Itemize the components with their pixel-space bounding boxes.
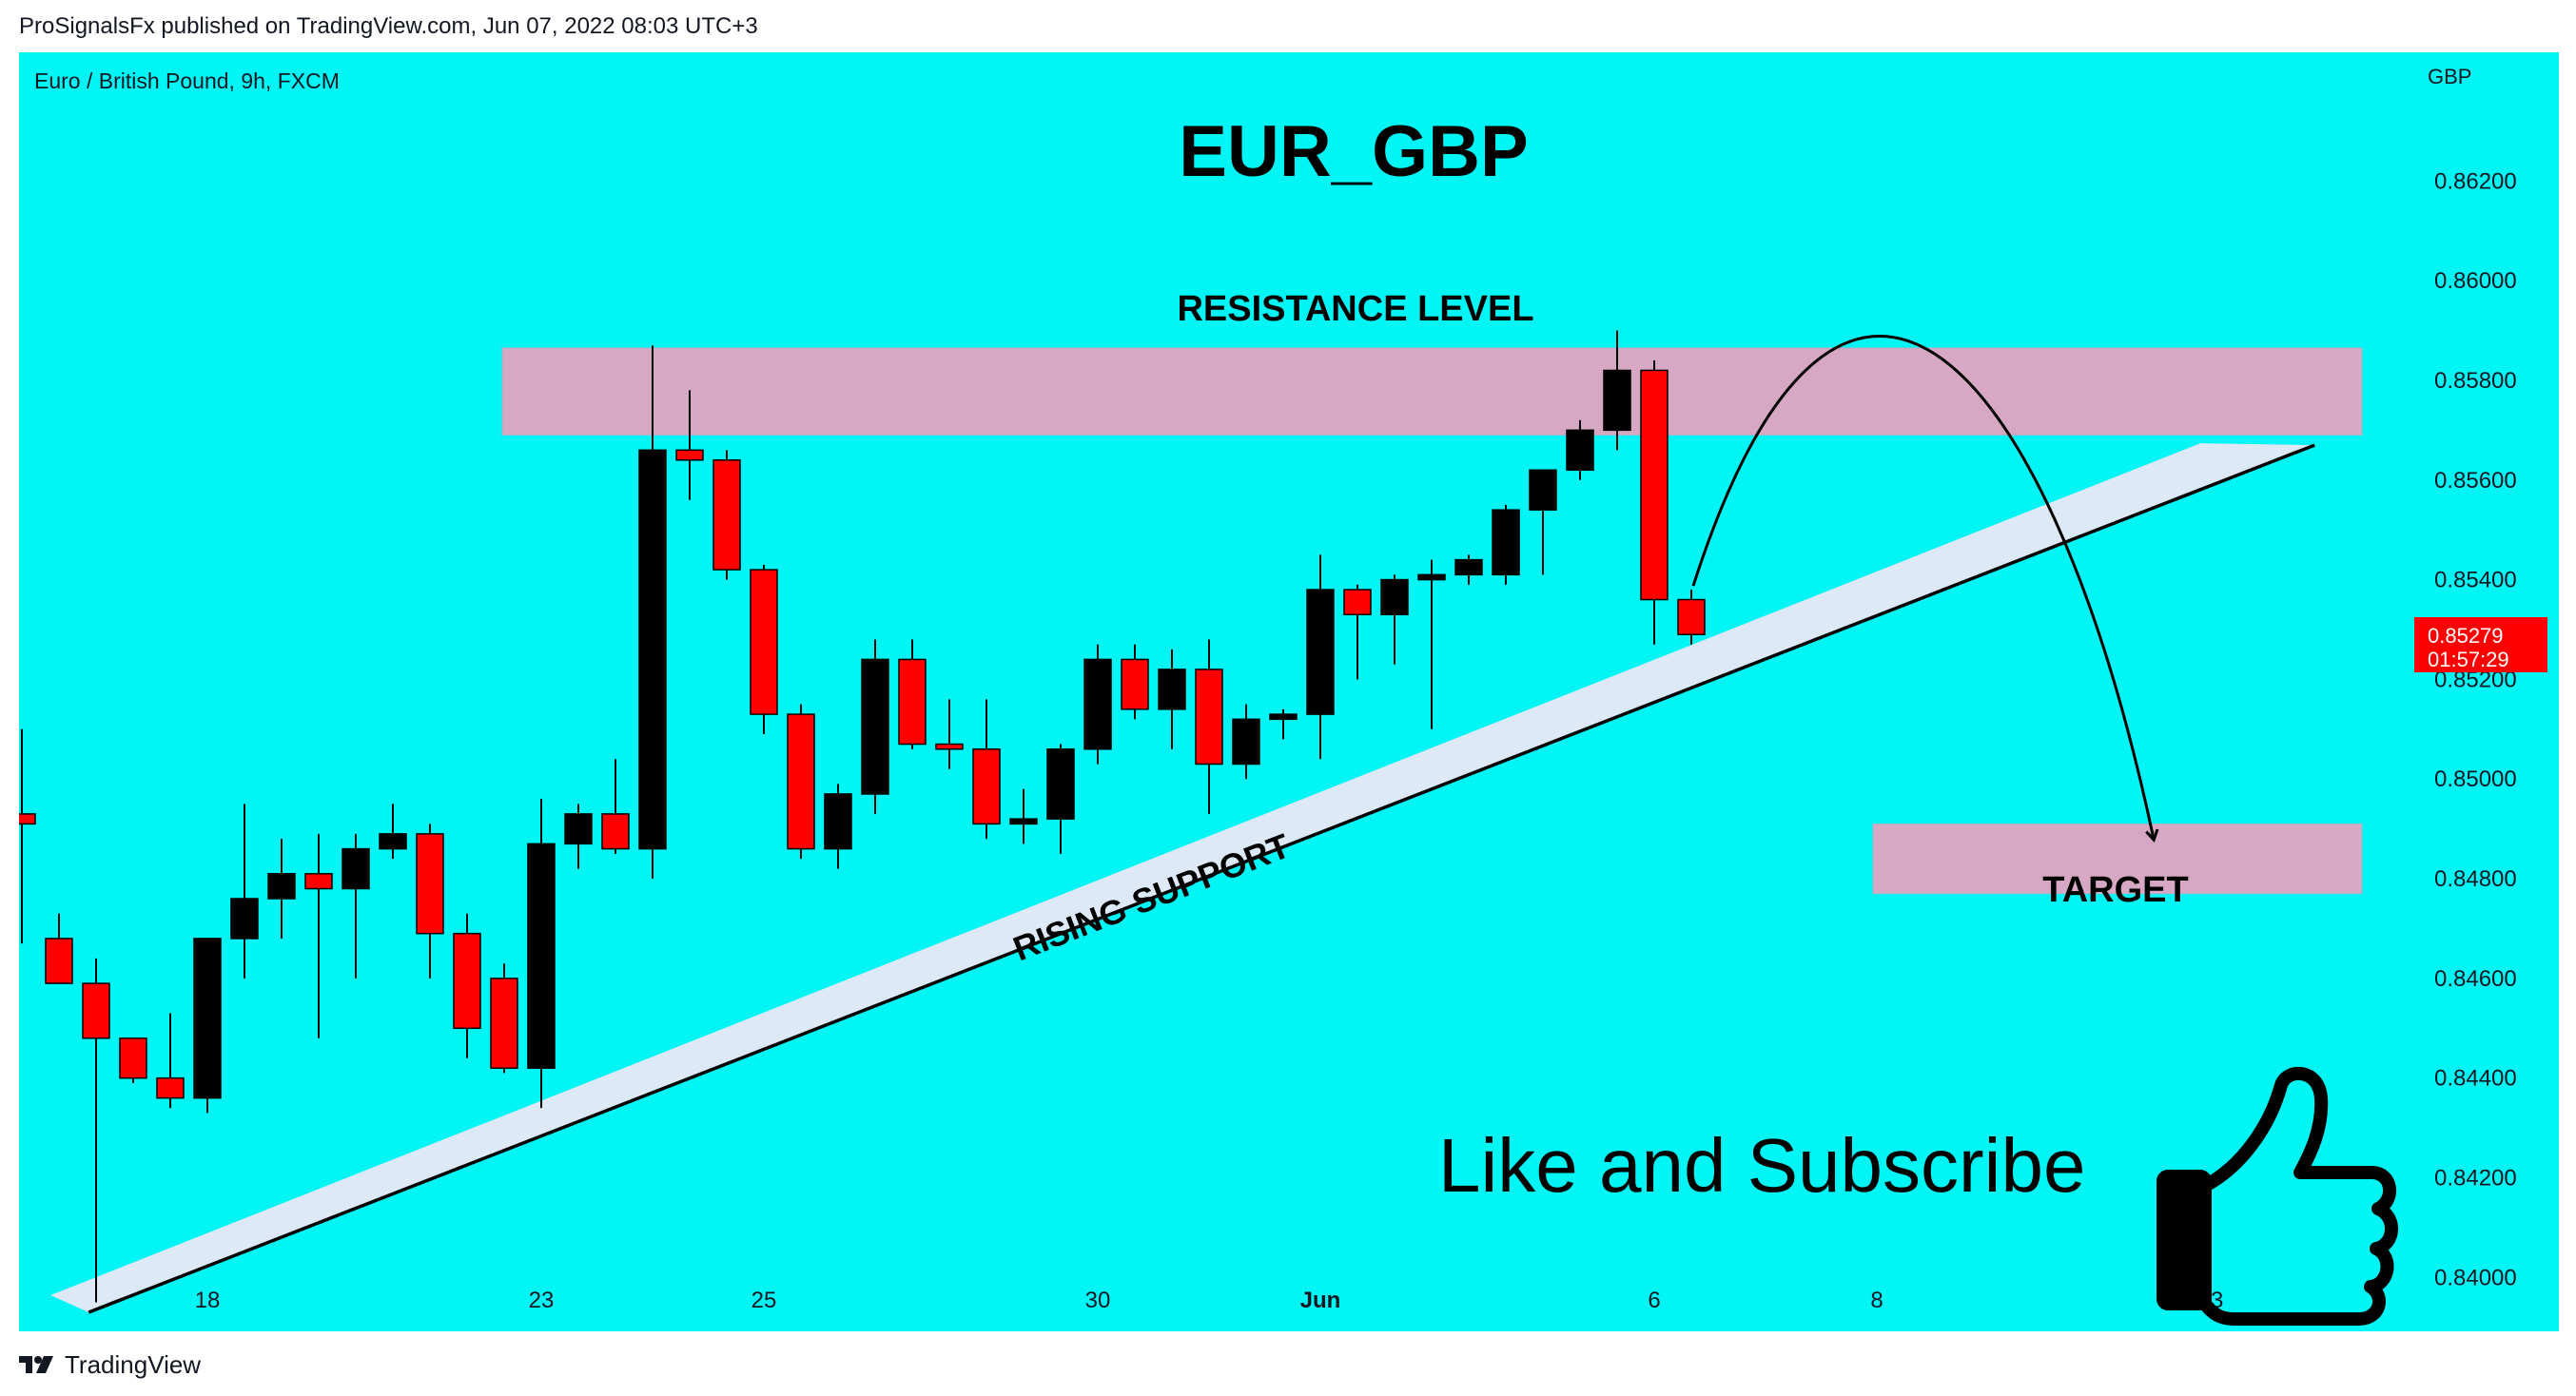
bearish-candle: [675, 449, 704, 461]
bearish-candle: [45, 938, 73, 984]
target-zone: [1872, 823, 2363, 895]
bearish-candle: [1121, 658, 1149, 710]
bearish-candle: [601, 813, 630, 850]
bearish-candle: [972, 748, 1001, 825]
bearish-candle: [156, 1076, 185, 1099]
bullish-candle: [1232, 718, 1260, 766]
time-tick-label: 23: [529, 1288, 555, 1313]
bullish-candle: [1009, 818, 1038, 825]
bearish-candle: [898, 658, 927, 746]
projection-arrow: [1691, 335, 2159, 843]
price-tick-label: 0.85000: [2434, 766, 2517, 792]
bearish-candle: [712, 459, 741, 571]
time-tick-label: 18: [195, 1288, 221, 1313]
bullish-candle: [230, 898, 259, 940]
time-tick-label: 8: [1870, 1288, 1883, 1313]
bar-countdown: 01:57:29: [2428, 648, 2509, 671]
bearish-candle: [787, 713, 815, 850]
bearish-candle: [416, 833, 444, 935]
bullish-candle: [1380, 578, 1409, 616]
bearish-candle: [19, 813, 36, 825]
bullish-candle: [342, 847, 370, 890]
candlestick-chart[interactable]: 0.84000 0.84200 0.84400 0.84600 0.84800 0.850…: [19, 52, 2559, 1331]
time-tick-label: Jun: [1300, 1288, 1341, 1313]
bullish-candle: [1083, 658, 1112, 750]
price-tick-label: 0.84600: [2434, 966, 2517, 992]
price-tick-label: 0.84000: [2434, 1265, 2517, 1290]
bearish-candle: [304, 873, 333, 890]
bullish-candle: [824, 793, 852, 850]
price-tick-label: 0.84800: [2434, 866, 2517, 892]
last-price-badge: 0.85279 01:57:29: [2414, 616, 2547, 672]
price-tick-label: 0.86000: [2434, 268, 2517, 294]
last-price-badge-bg: [2414, 616, 2547, 672]
bullish-candle: [1269, 713, 1298, 721]
price-tick-label: 0.85400: [2434, 568, 2517, 593]
time-tick-label: 25: [751, 1288, 777, 1313]
last-price-value: 0.85279: [2428, 624, 2504, 648]
bullish-candle: [1566, 429, 1594, 472]
tradingview-logo-icon: [19, 1356, 53, 1373]
price-tick-label: 0.84200: [2434, 1165, 2517, 1191]
bearish-candle: [119, 1037, 147, 1079]
bullish-candle: [1158, 669, 1186, 710]
bullish-candle: [193, 938, 222, 1099]
price-tick-label: 0.85800: [2434, 368, 2517, 394]
bearish-candle: [1343, 589, 1372, 616]
like-subscribe-text: Like and Subscribe: [1438, 1123, 2085, 1208]
price-tick-label: 0.84400: [2434, 1066, 2517, 1092]
bearish-candle: [935, 743, 964, 750]
target-label: TARGET: [2042, 870, 2188, 910]
price-tick-label: 0.85600: [2434, 468, 2517, 494]
bearish-candle: [1640, 369, 1669, 601]
price-axis[interactable]: 0.84000 0.84200 0.84400 0.84600 0.84800 0.850…: [2434, 168, 2517, 1290]
bearish-candle: [82, 982, 110, 1039]
footer-brand: TradingView: [65, 1349, 202, 1379]
candles-layer: [19, 330, 1706, 1303]
bullish-candle: [1492, 509, 1520, 576]
bearish-candle: [453, 932, 481, 1030]
bullish-candle: [1417, 573, 1446, 581]
rising-support-label: RISING SUPPORT: [1008, 825, 1296, 968]
bearish-candle: [1677, 598, 1706, 635]
publisher-line: ProSignalsFx published on TradingView.co…: [19, 13, 758, 39]
bearish-candle: [750, 569, 778, 715]
thumbs-up-icon: [2156, 1066, 2398, 1326]
currency-label: GBP: [2428, 65, 2471, 88]
resistance-label: RESISTANCE LEVEL: [1177, 289, 1533, 329]
footer: TradingView: [19, 1348, 201, 1381]
symbol-label: Euro / British Pound, 9h, FXCM: [34, 68, 340, 93]
bearish-candle: [490, 978, 518, 1069]
bullish-candle: [638, 449, 667, 850]
time-tick-label: 6: [1648, 1288, 1660, 1313]
chart-area[interactable]: 0.84000 0.84200 0.84400 0.84600 0.84800 0.850…: [19, 52, 2559, 1331]
rising-support-line: [88, 443, 2315, 1314]
chart-title: EUR_GBP: [1179, 111, 1528, 192]
resistance-zone: [501, 347, 2363, 436]
bullish-candle: [861, 658, 889, 795]
bullish-candle: [564, 813, 593, 845]
rising-support-band: [50, 443, 2315, 1313]
price-tick-label: 0.86200: [2434, 168, 2517, 194]
time-tick-label: 30: [1085, 1288, 1111, 1313]
bullish-candle: [1529, 469, 1557, 511]
bullish-candle: [1306, 589, 1335, 715]
bullish-candle: [1454, 558, 1483, 576]
bullish-candle: [267, 873, 296, 900]
bullish-candle: [1603, 369, 1631, 432]
bearish-candle: [1195, 669, 1223, 766]
bullish-candle: [1046, 748, 1075, 820]
bullish-candle: [527, 843, 556, 1069]
bullish-candle: [379, 833, 407, 850]
time-axis[interactable]: 18232530Jun6813: [195, 1288, 2224, 1313]
